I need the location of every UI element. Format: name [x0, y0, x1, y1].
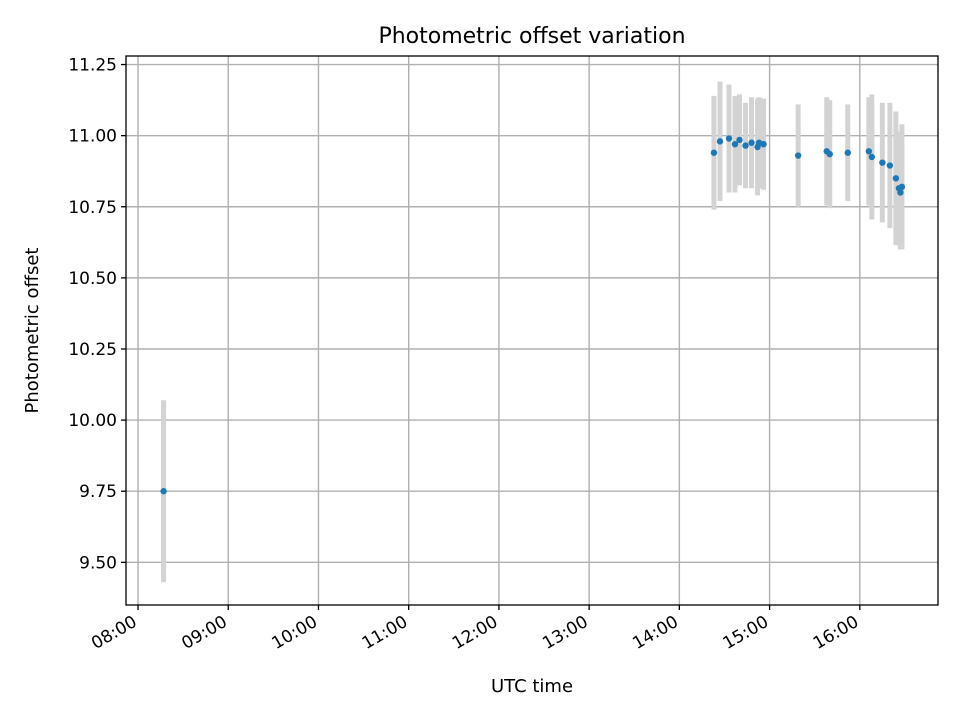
x-tick-label: 12:00 — [449, 612, 501, 654]
x-tick-label: 16:00 — [810, 612, 862, 654]
y-tick-label: 10.00 — [68, 411, 117, 431]
y-axis-label: Photometric offset — [22, 248, 43, 414]
x-tick-label: 15:00 — [720, 612, 772, 654]
x-tick-label: 13:00 — [539, 612, 591, 654]
data-point — [826, 150, 833, 158]
data-point — [748, 139, 755, 146]
y-tick-label: 9.50 — [79, 553, 117, 573]
chart-title: Photometric offset variation — [378, 24, 685, 49]
x-axis-label: UTC time — [491, 676, 573, 697]
grid-lines — [126, 56, 938, 605]
data-point — [868, 153, 876, 161]
data-points — [160, 135, 906, 495]
data-point — [710, 149, 718, 156]
y-tick-label: 9.75 — [79, 482, 117, 502]
data-point — [879, 159, 886, 166]
y-tick-label: 11.25 — [68, 56, 117, 76]
data-point — [865, 148, 873, 155]
data-point — [898, 183, 906, 191]
error-bars — [161, 81, 905, 583]
data-point — [844, 149, 851, 156]
data-point — [742, 142, 749, 149]
y-tick-label: 10.25 — [68, 340, 117, 360]
data-point — [760, 140, 767, 148]
x-tick-label: 14:00 — [629, 612, 681, 654]
y-axis-ticks: 9.50 9.75 10.00 10.25 10.50 10.75 11.00 11.25 — [68, 56, 126, 573]
x-tick-label: 08:00 — [88, 612, 140, 654]
data-point — [794, 152, 802, 159]
x-axis-ticks: 08:00 09:00 10:00 11:00 12:00 13:00 14:00 15:00… — [88, 605, 862, 654]
y-tick-label: 10.50 — [68, 269, 117, 289]
x-tick-label: 11:00 — [359, 612, 411, 654]
data-point — [716, 138, 724, 145]
data-point — [725, 135, 733, 142]
data-point — [886, 162, 894, 169]
data-point — [731, 140, 739, 148]
x-tick-label: 10:00 — [269, 612, 321, 654]
data-point — [892, 175, 900, 182]
data-point — [897, 189, 904, 196]
data-point — [160, 488, 167, 495]
plot-frame — [125, 55, 939, 606]
y-tick-label: 10.75 — [68, 198, 117, 218]
data-point — [736, 136, 743, 144]
x-tick-label: 09:00 — [178, 612, 230, 654]
y-tick-label: 11.00 — [68, 127, 117, 147]
